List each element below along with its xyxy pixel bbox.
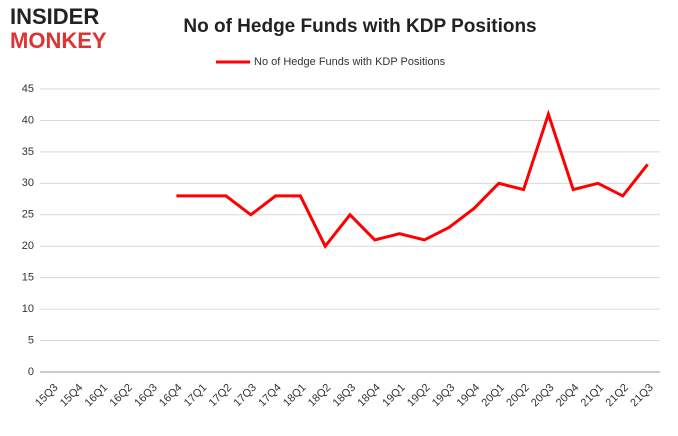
logo-line1: INSIDER [10,4,99,29]
x-tick-label: 17Q4 [256,382,284,410]
y-tick-label: 0 [28,366,34,378]
y-tick-label: 20 [22,240,34,252]
x-tick-label: 19Q1 [380,382,408,410]
x-tick-label: 15Q3 [33,382,61,410]
y-tick-label: 45 [22,83,34,95]
x-tick-label: 17Q1 [182,382,210,410]
x-tick-label: 21Q1 [579,382,607,410]
x-tick-label: 21Q2 [603,382,631,410]
x-tick-label: 20Q1 [479,382,507,410]
x-tick-label: 16Q1 [83,382,111,410]
x-tick-label: 19Q4 [455,382,483,410]
y-tick-label: 40 [22,114,34,126]
x-tick-label: 16Q2 [107,382,135,410]
x-tick-label: 19Q2 [405,382,433,410]
x-tick-label: 17Q2 [207,382,235,410]
x-tick-label: 18Q3 [331,382,359,410]
x-tick-label: 16Q3 [132,382,160,410]
x-tick-label: 20Q4 [554,382,582,410]
y-tick-label: 30 [22,177,34,189]
x-tick-label: 15Q4 [58,382,86,410]
y-tick-label: 35 [22,146,34,158]
x-tick-label: 18Q4 [355,382,383,410]
y-tick-label: 5 [28,334,34,346]
x-tick-label: 16Q4 [157,382,185,410]
legend-label: No of Hedge Funds with KDP Positions [254,56,446,68]
y-tick-label: 25 [22,209,34,221]
x-tick-label: 20Q3 [529,382,557,410]
x-tick-label: 19Q3 [430,382,458,410]
chart-title: No of Hedge Funds with KDP Positions [183,16,536,37]
x-tick-label: 21Q3 [628,382,656,410]
data-line [176,109,649,250]
x-tick-label: 17Q3 [231,382,259,410]
x-tick-label: 20Q2 [504,382,532,410]
x-tick-label: 18Q1 [281,382,309,410]
logo-line2: MONKEY [10,28,107,53]
y-tick-label: 15 [22,272,34,284]
x-tick-label: 18Q2 [306,382,334,410]
y-tick-label: 10 [22,303,34,315]
